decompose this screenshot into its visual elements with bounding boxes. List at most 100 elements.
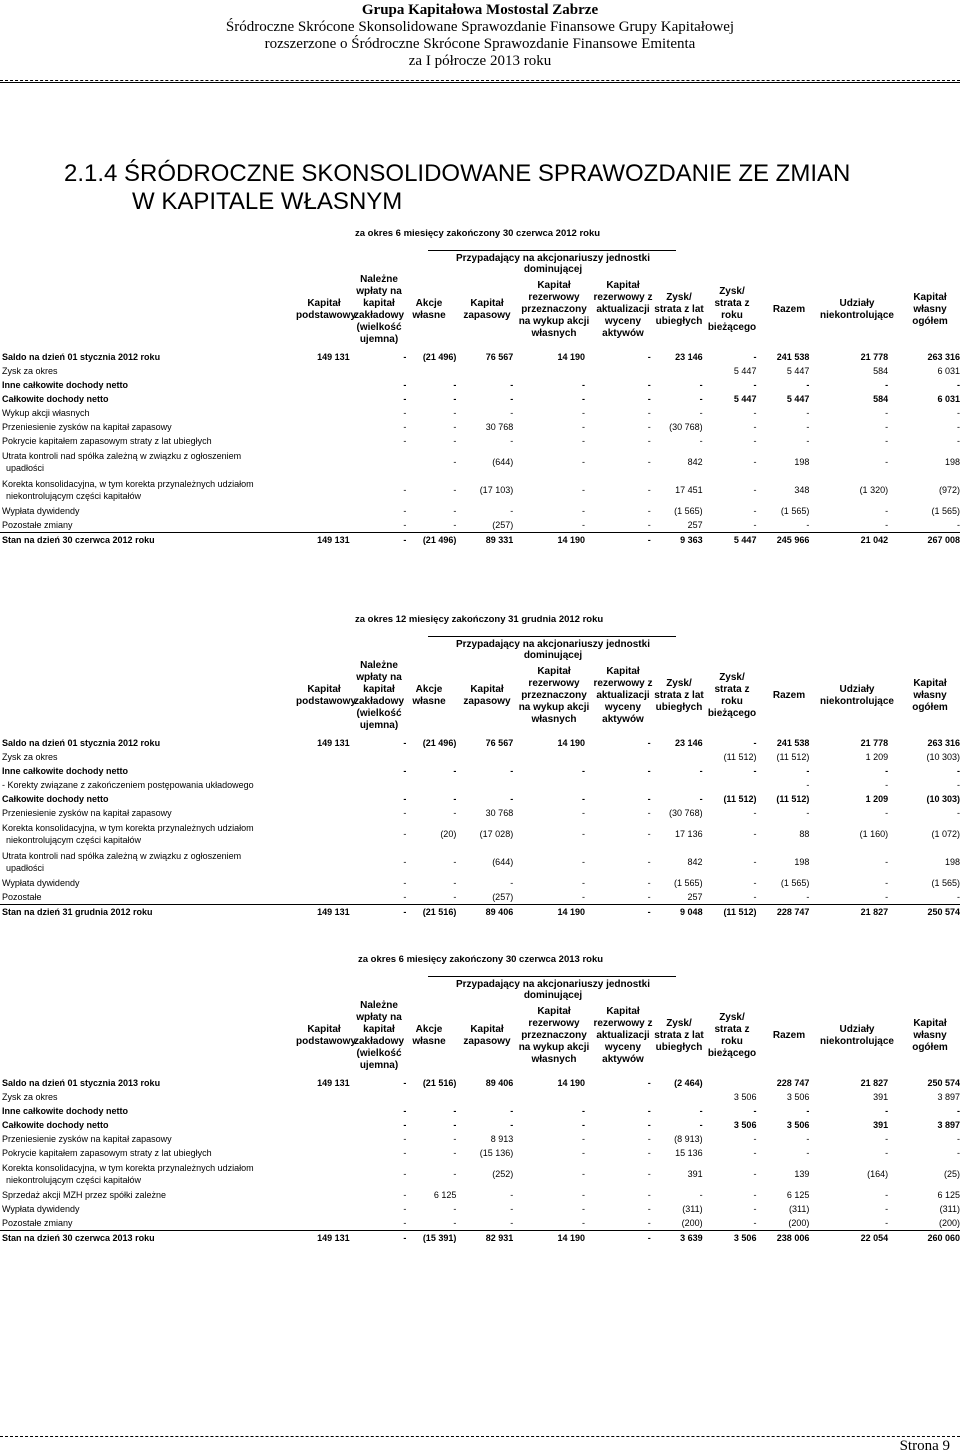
cell-value: - xyxy=(699,436,703,446)
cell-value: - xyxy=(581,794,585,804)
row-label-text: Całkowite dochody netto xyxy=(2,794,109,804)
cell-value: 245 966 xyxy=(756,532,810,547)
cell-value: - xyxy=(582,408,585,418)
column-header: Udziały niekontrolujące xyxy=(820,298,894,321)
cell-value: - xyxy=(753,1169,757,1179)
row-label-text: - Korekty związane z zakończeniem postęp… xyxy=(2,780,254,790)
cell-value: - xyxy=(753,457,757,467)
table-row: Pozostałe - - (257) - - 257 - - - - xyxy=(0,890,960,905)
row-label: Korekta konsolidacyjna, w tym korekta pr… xyxy=(0,476,315,504)
cell-value: - xyxy=(403,506,407,516)
cell-value: - xyxy=(806,408,810,418)
cell-value: - xyxy=(647,794,651,804)
cell-value: (17 028) xyxy=(479,829,514,839)
cell-value: - xyxy=(957,808,960,818)
row-label: Stan na dzień 30 czerwca 2013 roku xyxy=(0,1230,315,1245)
cell-value: - xyxy=(403,408,407,418)
cell-value xyxy=(315,792,350,806)
cell-value: - xyxy=(806,1106,810,1116)
cell-value: - xyxy=(403,1190,407,1200)
cell-value: - xyxy=(403,352,407,362)
column-header: Razem xyxy=(772,690,806,701)
cell-value: 149 131 xyxy=(314,904,350,919)
row-label-text: Przeniesienie zysków na kapitał zapasowy xyxy=(2,1134,172,1144)
table-row: Wypłata dywidendy - - - - - (1 565) - (1 565) - (1… xyxy=(0,504,960,518)
cell-value: - xyxy=(753,1148,757,1158)
row-label-text: Zysk za okres xyxy=(2,366,58,376)
cell-value: - xyxy=(647,352,651,362)
cell-value: - xyxy=(885,380,889,390)
cell-value: 584 xyxy=(873,366,889,376)
cell-value: - xyxy=(647,857,651,867)
cell-value: - xyxy=(453,380,457,390)
row-label-text: Pokrycie kapitałem zapasowym straty z la… xyxy=(2,1148,212,1158)
cell-value: - xyxy=(647,485,651,495)
group-header-line xyxy=(428,636,676,637)
cell-value: (972) xyxy=(938,485,960,495)
cell-value: - xyxy=(403,380,407,390)
cell-value: 15 136 xyxy=(675,1148,703,1158)
cell-value: (10 303) xyxy=(926,794,960,804)
row-label-text: Całkowite dochody netto xyxy=(2,1120,109,1130)
group-header-line xyxy=(428,976,676,977)
cell-value: 9 363 xyxy=(650,532,703,547)
cell-value: - xyxy=(582,380,585,390)
cell-value: - xyxy=(403,808,407,818)
cell-value: - xyxy=(699,1190,703,1200)
cell-value xyxy=(315,392,350,406)
cell-value: - xyxy=(753,408,757,418)
cell-value: - xyxy=(647,1169,651,1179)
cell-value: 257 xyxy=(687,520,703,530)
cell-value xyxy=(585,1090,651,1104)
cell-value xyxy=(350,364,407,378)
cell-value xyxy=(315,750,350,764)
cell-value: (1 565) xyxy=(674,506,703,516)
column-header: Należne wpłaty na kapitał zakładowy (wie… xyxy=(353,660,405,731)
cell-value: - xyxy=(582,457,585,467)
cell-value: - xyxy=(453,520,457,530)
cell-value: - xyxy=(582,1106,586,1116)
page-title: 2.1.4 ŚRÓDROCZNE SKONSOLIDOWANE SPRAWOZD… xyxy=(64,160,850,216)
cell-value: 3 506 xyxy=(702,1230,757,1245)
row-label: Całkowite dochody netto xyxy=(0,1118,315,1132)
cell-value: (11 512) xyxy=(776,794,810,804)
row-label-text: Korekta konsolidacyjna, w tym korekta pr… xyxy=(2,479,254,489)
cell-value: 23 146 xyxy=(675,352,703,362)
cell-value xyxy=(315,890,350,905)
cell-value xyxy=(703,778,757,792)
cell-value: - xyxy=(806,780,810,790)
cell-value: - xyxy=(581,878,585,888)
cell-value: (2 464) xyxy=(674,1078,703,1088)
table-row: Inne całkowite dochody netto - - - - - - - - - - xyxy=(0,378,960,392)
column-header: Akcje własne xyxy=(412,1024,446,1047)
table-row: Inne całkowite dochody netto - - - - - - - - - - xyxy=(0,764,960,778)
cell-value: - xyxy=(885,506,889,516)
cell-value: (21 496) xyxy=(406,532,457,547)
cell-value: (30 768) xyxy=(669,422,703,432)
row-label-text: Korekta konsolidacyjna, w tym korekta pr… xyxy=(2,823,254,833)
cell-value: 198 xyxy=(944,857,960,867)
cell-value: - xyxy=(957,408,960,418)
cell-value xyxy=(651,778,703,792)
cell-value xyxy=(315,434,350,448)
cell-value: 6 125 xyxy=(937,1190,960,1200)
cell-value xyxy=(315,378,350,392)
row-label-text: Zysk za okres xyxy=(2,752,58,762)
row-label: Stan na dzień 30 czerwca 2012 roku xyxy=(0,532,315,547)
cell-value xyxy=(315,364,350,378)
cell-value: (21 516) xyxy=(406,904,457,919)
cell-value: 9 048 xyxy=(650,904,703,919)
cell-value xyxy=(513,778,585,792)
cell-value: - xyxy=(403,1106,407,1116)
cell-value: - xyxy=(453,422,457,432)
cell-value: 228 747 xyxy=(776,1078,810,1088)
cell-value xyxy=(456,778,513,792)
cell-value: - xyxy=(510,408,514,418)
cell-value: - xyxy=(453,1218,457,1228)
cell-value: 842 xyxy=(687,857,703,867)
cell-value: - xyxy=(403,1078,407,1088)
cell-value: - xyxy=(349,1230,407,1245)
cell-value xyxy=(703,1076,757,1090)
column-header: Kapitał własny ogółem xyxy=(912,678,948,713)
cell-value: 21 827 xyxy=(809,904,889,919)
